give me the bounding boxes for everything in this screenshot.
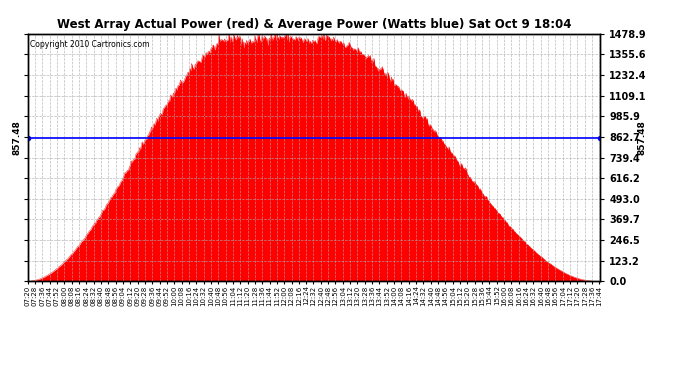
Title: West Array Actual Power (red) & Average Power (Watts blue) Sat Oct 9 18:04: West Array Actual Power (red) & Average … — [57, 18, 571, 31]
Text: Copyright 2010 Cartronics.com: Copyright 2010 Cartronics.com — [30, 40, 150, 49]
Text: 857.48: 857.48 — [638, 120, 647, 155]
Text: 857.48: 857.48 — [13, 120, 22, 155]
